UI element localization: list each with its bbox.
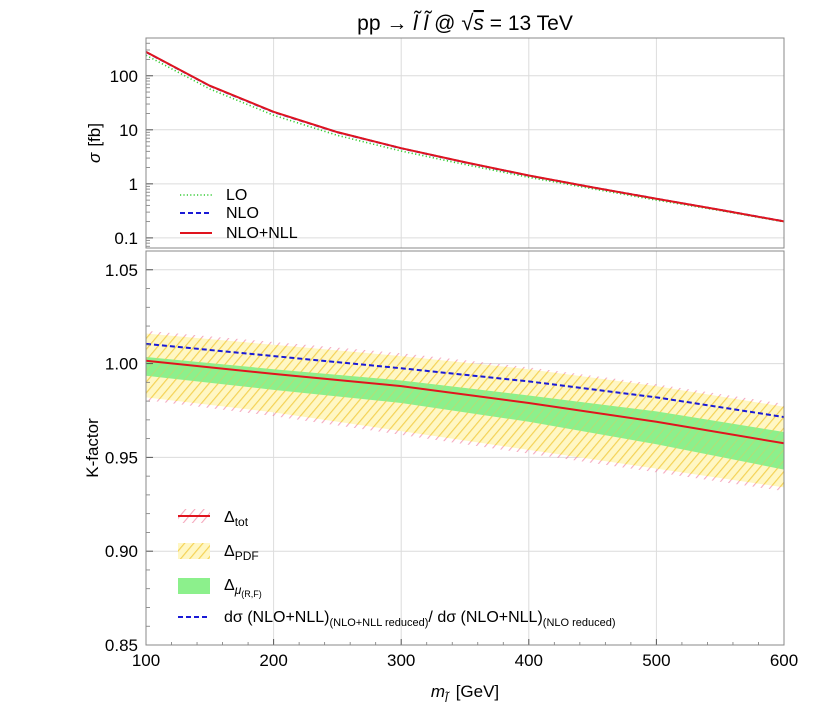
band-scale: [146, 357, 784, 470]
top-panel-series: [146, 50, 784, 223]
legend-scale-swatch: [178, 578, 210, 594]
legend-scale: Δμ(R,F): [178, 577, 262, 599]
bottom-panel-ticks: 100 200 300 400 500 600 0.85 0.90 0.95 1.00 1.05: [105, 261, 798, 670]
top-y-tick-label: 0.1: [114, 229, 138, 248]
top-panel: 0.1 1 10 100 σ[fb] LO NLO NLO+NLL: [85, 37, 785, 249]
legend-pdf-swatch: [178, 543, 210, 559]
x-tick-label: 500: [642, 651, 670, 670]
bottom-y-tick-label: 0.85: [105, 636, 138, 655]
bottom-panel-bands: [146, 330, 784, 492]
legend-scale-label: Δμ(R,F): [224, 577, 262, 599]
top-y-tick-label: 10: [119, 121, 138, 140]
bottom-y-tick-label: 1.05: [105, 261, 138, 280]
legend-tot: Δtot: [178, 509, 249, 529]
series-nlo-nll-line: [146, 50, 784, 223]
central-kfactor-line: [146, 359, 784, 445]
bottom-y-tick-label: 1.00: [105, 355, 138, 374]
ratio-dashed-line: [146, 342, 784, 419]
legend-ratio: dσ (NLO+NLL)(NLO+NLL reduced)/ dσ (NLO+N…: [178, 609, 616, 629]
bottom-y-tick-label: 0.90: [105, 542, 138, 561]
legend-nlonll-label: NLO+NLL: [226, 225, 298, 242]
top-y-tick-label: 100: [110, 67, 138, 86]
top-panel-frame: [145, 37, 785, 249]
bottom-panel-frame: [145, 250, 785, 646]
x-tick-label: 300: [387, 651, 415, 670]
bottom-y-tick-label: 0.95: [105, 448, 138, 467]
top-y-tick-label: 1: [129, 175, 138, 194]
bottom-y-axis-label: K-factor: [83, 418, 102, 478]
bottom-legend: Δtot ΔPDF Δμ(R,F) dσ (NLO+NLL)(NLO+NLL r…: [178, 509, 616, 629]
x-tick-label: 100: [132, 651, 160, 670]
x-tick-label: 200: [259, 651, 287, 670]
x-tick-label: 400: [515, 651, 543, 670]
bottom-panel: 100 200 300 400 500 600 0.85 0.90 0.95 1.00 1.05 K…: [83, 250, 798, 705]
x-axis-label: ml̃ [GeV]: [431, 682, 499, 705]
chart-title: pp → l̃ l̃ @ √s = 13 TeV: [357, 10, 573, 35]
top-panel-ticks: 0.1 1 10 100: [110, 37, 153, 248]
top-y-axis-label: σ[fb]: [85, 123, 104, 163]
legend-pdf-label: ΔPDF: [224, 543, 259, 563]
legend-nlo-label: NLO: [226, 205, 259, 222]
series-lo-line: [146, 54, 784, 223]
legend-ratio-label: dσ (NLO+NLL)(NLO+NLL reduced)/ dσ (NLO+N…: [224, 609, 616, 629]
x-tick-label: 600: [770, 651, 798, 670]
legend-tot-label: Δtot: [224, 509, 249, 529]
legend-lo-label: LO: [226, 187, 247, 204]
top-legend: LO NLO NLO+NLL: [180, 187, 298, 242]
legend-pdf: ΔPDF: [178, 543, 259, 563]
